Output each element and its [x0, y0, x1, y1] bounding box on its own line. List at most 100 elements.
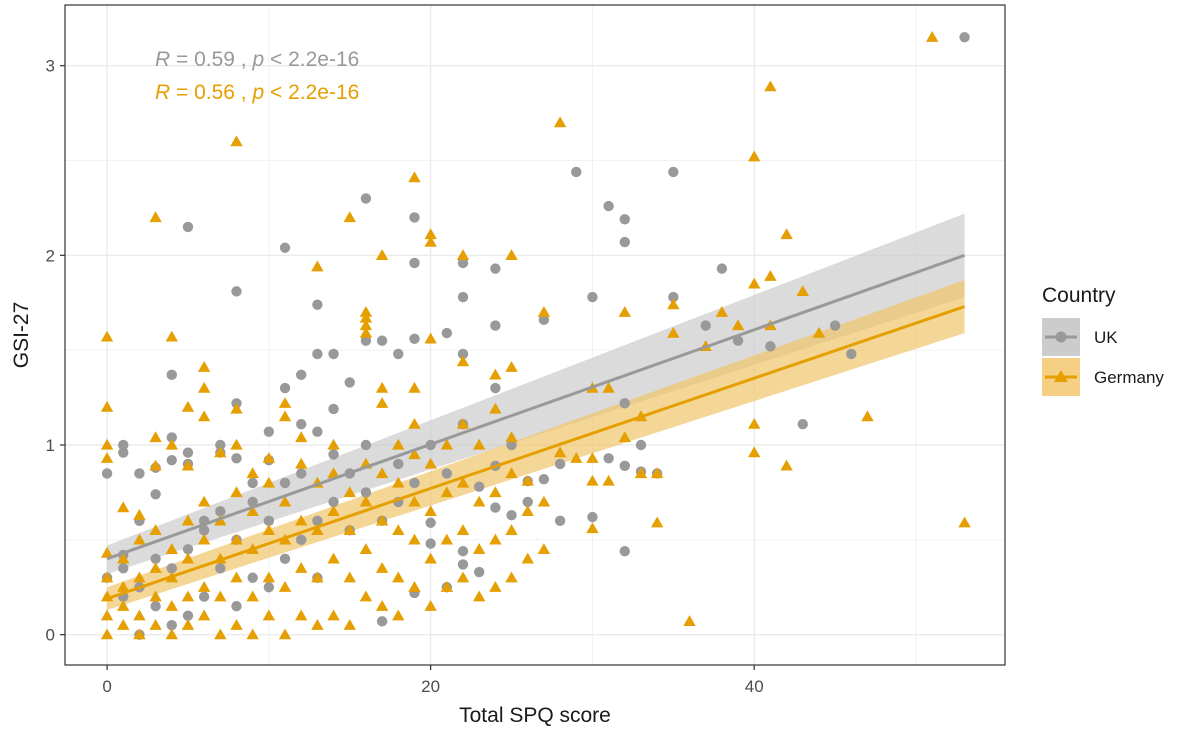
data-point-germany — [375, 467, 389, 479]
data-point-germany — [100, 571, 114, 583]
data-point-uk — [247, 477, 258, 489]
data-point-germany — [375, 397, 389, 408]
data-point-uk — [328, 496, 339, 508]
data-point-uk — [571, 166, 582, 178]
data-point-germany — [278, 581, 292, 592]
data-point-germany — [359, 319, 373, 331]
data-point-germany — [553, 116, 567, 128]
data-point-germany — [359, 543, 373, 554]
data-point-germany — [327, 505, 340, 517]
data-point-germany — [214, 590, 227, 602]
data-point-uk — [247, 496, 258, 508]
legend-label-uk: UK — [1094, 328, 1118, 347]
data-point-germany — [392, 571, 405, 583]
data-point-germany — [117, 501, 130, 513]
data-point-uk — [166, 454, 177, 466]
data-point-germany — [359, 495, 373, 507]
data-point-germany — [311, 524, 324, 535]
data-point-uk — [619, 236, 630, 248]
data-point-uk — [506, 509, 517, 521]
data-point-uk — [619, 546, 630, 557]
data-point-germany — [602, 381, 615, 393]
data-point-germany — [521, 552, 534, 564]
data-point-germany — [327, 552, 340, 564]
data-point-uk — [409, 333, 420, 344]
data-point-germany — [375, 514, 389, 526]
data-point-uk — [538, 314, 550, 326]
regression-line-uk — [106, 253, 966, 561]
data-point-uk — [441, 468, 453, 479]
data-point-germany — [100, 609, 114, 621]
data-point-uk — [344, 377, 355, 388]
data-point-germany — [456, 355, 470, 367]
data-point-uk — [296, 369, 307, 381]
data-point-germany — [295, 431, 308, 443]
data-point-uk — [360, 487, 372, 498]
data-point-germany — [392, 438, 405, 450]
data-point-germany — [505, 361, 518, 372]
data-point-germany — [181, 552, 195, 564]
data-point-germany — [505, 249, 518, 260]
data-point-germany — [618, 306, 631, 317]
data-point-germany — [197, 361, 211, 372]
data-point-germany — [246, 590, 259, 602]
data-point-germany — [149, 431, 162, 443]
data-point-uk — [457, 559, 469, 570]
data-point-germany — [262, 476, 276, 488]
data-point-uk — [619, 460, 630, 472]
data-point-germany — [262, 571, 276, 583]
data-point-uk — [279, 553, 291, 564]
data-point-germany — [181, 514, 195, 526]
data-point-germany — [197, 533, 211, 545]
data-point-germany — [133, 533, 146, 545]
data-point-germany — [408, 448, 421, 460]
data-point-uk — [198, 591, 210, 602]
data-point-uk — [490, 382, 501, 394]
data-point-germany — [521, 505, 534, 517]
data-point-uk — [732, 335, 744, 346]
data-point-germany — [197, 609, 211, 621]
data-point-germany — [343, 618, 356, 630]
data-point-germany — [343, 524, 356, 535]
data-point-germany — [796, 285, 809, 297]
data-point-germany — [667, 298, 680, 310]
data-point-germany — [586, 522, 599, 534]
data-point-germany — [278, 397, 292, 408]
data-point-germany — [408, 533, 421, 545]
data-point-uk — [603, 453, 614, 464]
y-tick-label: 2 — [46, 246, 55, 265]
data-point-germany — [100, 546, 114, 558]
data-point-germany — [197, 381, 211, 393]
data-point-germany — [408, 581, 421, 592]
data-point-germany — [925, 31, 939, 42]
data-point-germany — [748, 446, 761, 458]
data-point-uk — [360, 439, 372, 451]
data-point-uk — [360, 335, 372, 346]
data-point-germany — [197, 495, 211, 507]
data-point-germany — [295, 609, 308, 621]
data-point-germany — [392, 524, 405, 535]
data-point-germany — [683, 615, 696, 627]
data-point-germany — [133, 571, 146, 583]
data-point-uk — [231, 286, 242, 297]
data-point-germany — [472, 438, 486, 450]
data-point-germany — [246, 505, 259, 517]
data-point-uk — [150, 601, 161, 612]
data-point-germany — [100, 628, 114, 640]
data-point-germany — [197, 410, 211, 422]
data-point-germany — [327, 609, 340, 621]
data-point-uk — [409, 477, 420, 489]
data-point-germany — [780, 228, 793, 240]
data-point-germany — [230, 486, 243, 498]
data-point-germany — [133, 628, 146, 640]
data-point-uk — [619, 214, 630, 225]
x-axis-title: Total SPQ score — [459, 704, 611, 727]
data-point-uk — [182, 447, 194, 458]
y-tick-label: 1 — [46, 436, 55, 455]
data-point-uk — [457, 291, 469, 303]
data-point-uk — [409, 212, 420, 223]
data-point-germany — [634, 467, 648, 479]
data-point-uk — [393, 348, 404, 360]
regression-lines — [106, 253, 966, 601]
